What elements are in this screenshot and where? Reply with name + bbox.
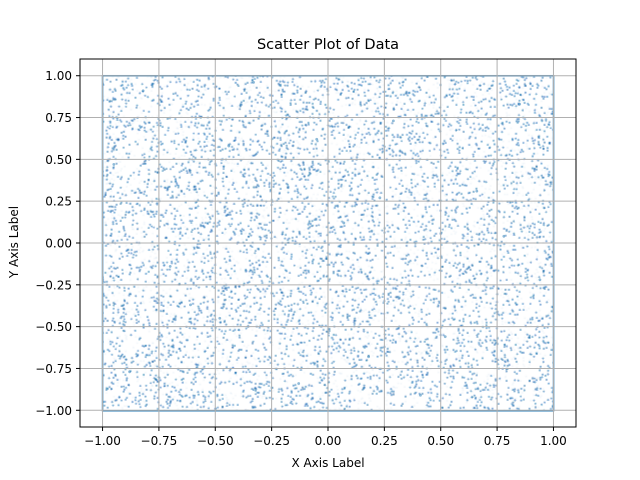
x-tick-label: 0.00 [315, 434, 342, 448]
data-point [218, 316, 222, 320]
data-point [227, 144, 231, 148]
x-tick-label: 0.50 [427, 434, 454, 448]
data-point [252, 81, 256, 84]
chart-title: Scatter Plot of Data [257, 37, 399, 53]
data-point [419, 393, 422, 397]
y-tick-label: −0.25 [35, 278, 72, 292]
data-point [168, 265, 172, 268]
x-tick-label: −0.75 [141, 434, 178, 448]
y-tick-label: 1.00 [45, 69, 72, 83]
y-tick-label: −0.50 [35, 320, 72, 334]
x-tick-label: −1.00 [84, 434, 121, 448]
data-point [443, 335, 447, 339]
data-point [141, 89, 145, 93]
x-tick-label: −0.50 [197, 434, 234, 448]
data-point [297, 382, 301, 385]
x-tick-label: 1.00 [540, 434, 567, 448]
data-point [475, 189, 479, 193]
x-tick-label: 0.25 [371, 434, 398, 448]
data-point [189, 303, 192, 307]
data-point [315, 137, 319, 141]
data-point [538, 278, 542, 282]
x-axis-ticks: −1.00 −0.75 −0.50 −0.25 0.00 0.25 0.50 0.75 1.00 [84, 427, 567, 448]
x-tick-label: 0.75 [484, 434, 511, 448]
data-point [391, 119, 395, 123]
grid-lines [80, 59, 576, 427]
y-tick-label: −1.00 [35, 404, 72, 418]
data-point [112, 162, 116, 166]
data-point [502, 234, 506, 238]
y-tick-label: 0.25 [45, 195, 72, 209]
y-tick-label: −0.75 [35, 362, 72, 376]
y-axis-label: Y Axis Label [7, 206, 21, 279]
data-point [342, 221, 346, 225]
x-axis-label: X Axis Label [291, 456, 364, 470]
y-tick-label: 0.00 [45, 237, 72, 251]
y-tick-label: 0.75 [45, 111, 72, 125]
data-point [367, 355, 370, 359]
data-point [518, 102, 522, 106]
y-axis-ticks: −1.00 −0.75 −0.50 −0.25 0.00 0.25 0.50 0.75 1.00 [35, 69, 80, 418]
data-point [128, 370, 132, 374]
y-tick-label: 0.50 [45, 153, 72, 167]
data-point [378, 196, 382, 200]
x-tick-label: −0.25 [253, 434, 290, 448]
data-points [112, 81, 542, 397]
